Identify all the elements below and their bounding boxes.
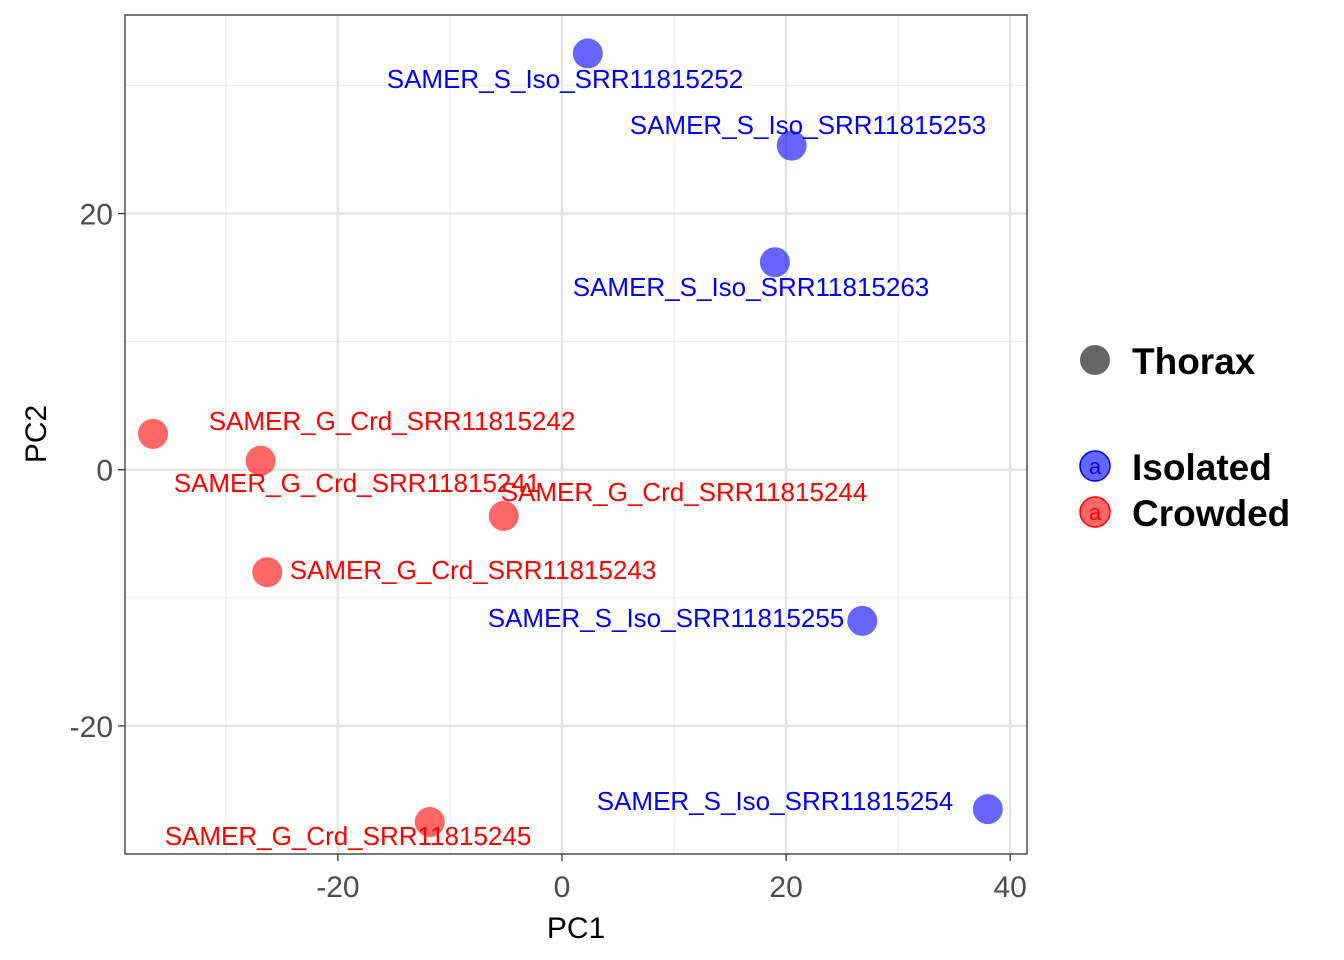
data-point-isolated (972, 794, 1003, 825)
legend-key-isolated (1079, 450, 1111, 482)
x-tick-label: 20 (769, 871, 802, 904)
point-label: SAMER_G_Crd_SRR11815242 (209, 406, 576, 436)
legend-entries: a Isolated a Crowded (1079, 447, 1290, 534)
legend-key-crowded (1079, 496, 1111, 528)
legend-label-isolated: Isolated (1132, 447, 1272, 488)
legend-thorax-key (1080, 345, 1110, 375)
y-axis: -20 0 20 (70, 199, 125, 744)
x-axis-title: PC1 (547, 912, 605, 945)
x-tick-label: -20 (316, 871, 359, 904)
x-axis: -20 0 20 40 (316, 854, 1027, 904)
x-tick-label: 40 (994, 871, 1027, 904)
y-tick-label: 0 (96, 455, 113, 488)
point-label: SAMER_S_Iso_SRR11815253 (630, 110, 987, 140)
data-point-crowded (245, 445, 276, 476)
data-point-crowded (138, 418, 169, 449)
x-tick-label: 0 (554, 871, 571, 904)
data-point-isolated (847, 605, 878, 636)
y-tick-label: 20 (80, 199, 113, 232)
data-point-crowded (488, 500, 519, 531)
point-label: SAMER_G_Crd_SRR11815244 (501, 477, 868, 507)
data-points (138, 38, 1003, 837)
point-label: SAMER_G_Crd_SRR11815243 (290, 555, 657, 585)
legend: Thorax a Isolated a Crowded (1079, 341, 1290, 534)
point-label: SAMER_S_Iso_SRR11815252 (387, 64, 744, 94)
legend-key-glyph: a (1089, 500, 1102, 525)
point-label: SAMER_G_Crd_SRR11815245 (165, 821, 532, 851)
legend-label-crowded: Crowded (1132, 493, 1290, 534)
point-label: SAMER_S_Iso_SRR11815254 (597, 786, 954, 816)
data-point-crowded (414, 806, 445, 837)
legend-key-glyph: a (1089, 454, 1102, 479)
panel-border (124, 14, 1028, 855)
point-label: SAMER_S_Iso_SRR11815255 (488, 603, 845, 633)
data-point-isolated (776, 130, 807, 161)
data-point-isolated (759, 247, 790, 278)
y-axis-title: PC2 (20, 405, 53, 463)
legend-shape-title: Thorax (1132, 341, 1256, 382)
point-label: SAMER_S_Iso_SRR11815263 (573, 272, 930, 302)
data-point-crowded (252, 557, 283, 588)
point-label: SAMER_G_Crd_SRR11815241 (174, 468, 541, 498)
point-labels: SAMER_S_Iso_SRR11815252 SAMER_S_Iso_SRR11… (165, 64, 987, 851)
data-point-isolated (572, 38, 603, 69)
y-tick-label: -20 (70, 711, 113, 744)
